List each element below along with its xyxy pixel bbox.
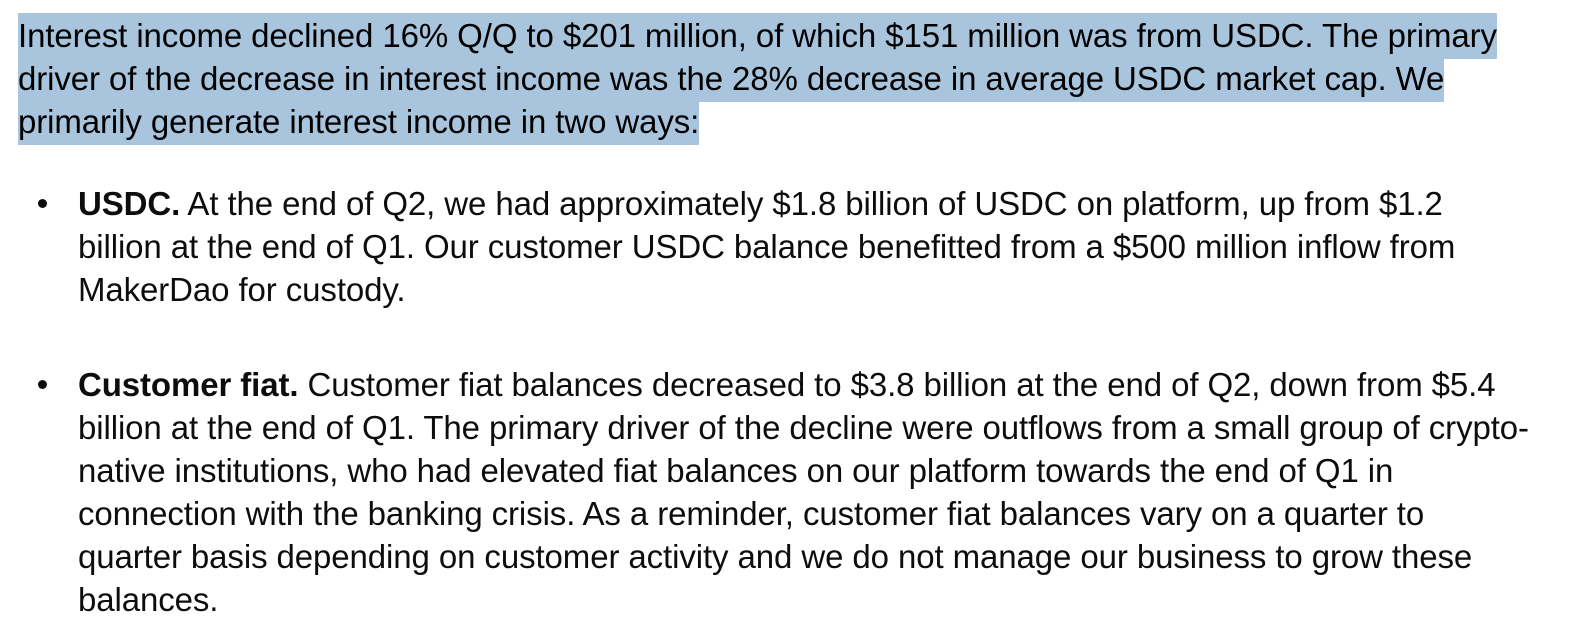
list-item-lead-label: USDC. [78,185,181,222]
bullet-list: USDC. At the end of Q2, we had approxima… [30,182,1530,621]
list-item-body-text: At the end of Q2, we had approximately $… [78,185,1456,308]
list-item-text: Customer fiat. Customer fiat balances de… [78,363,1530,621]
list-item: Customer fiat. Customer fiat balances de… [30,363,1530,621]
bullet-dot-icon [38,199,47,208]
list-item-text: USDC. At the end of Q2, we had approxima… [78,182,1530,311]
list-item: USDC. At the end of Q2, we had approxima… [30,182,1530,311]
list-item-body-text: Customer fiat balances decreased to $3.8… [78,366,1529,618]
list-item-lead-label: Customer fiat. [78,366,299,403]
intro-paragraph: Interest income declined 16% Q/Q to $201… [18,13,1513,145]
bullet-dot-icon [38,380,47,389]
selected-text-highlight[interactable]: Interest income declined 16% Q/Q to $201… [18,13,1497,145]
